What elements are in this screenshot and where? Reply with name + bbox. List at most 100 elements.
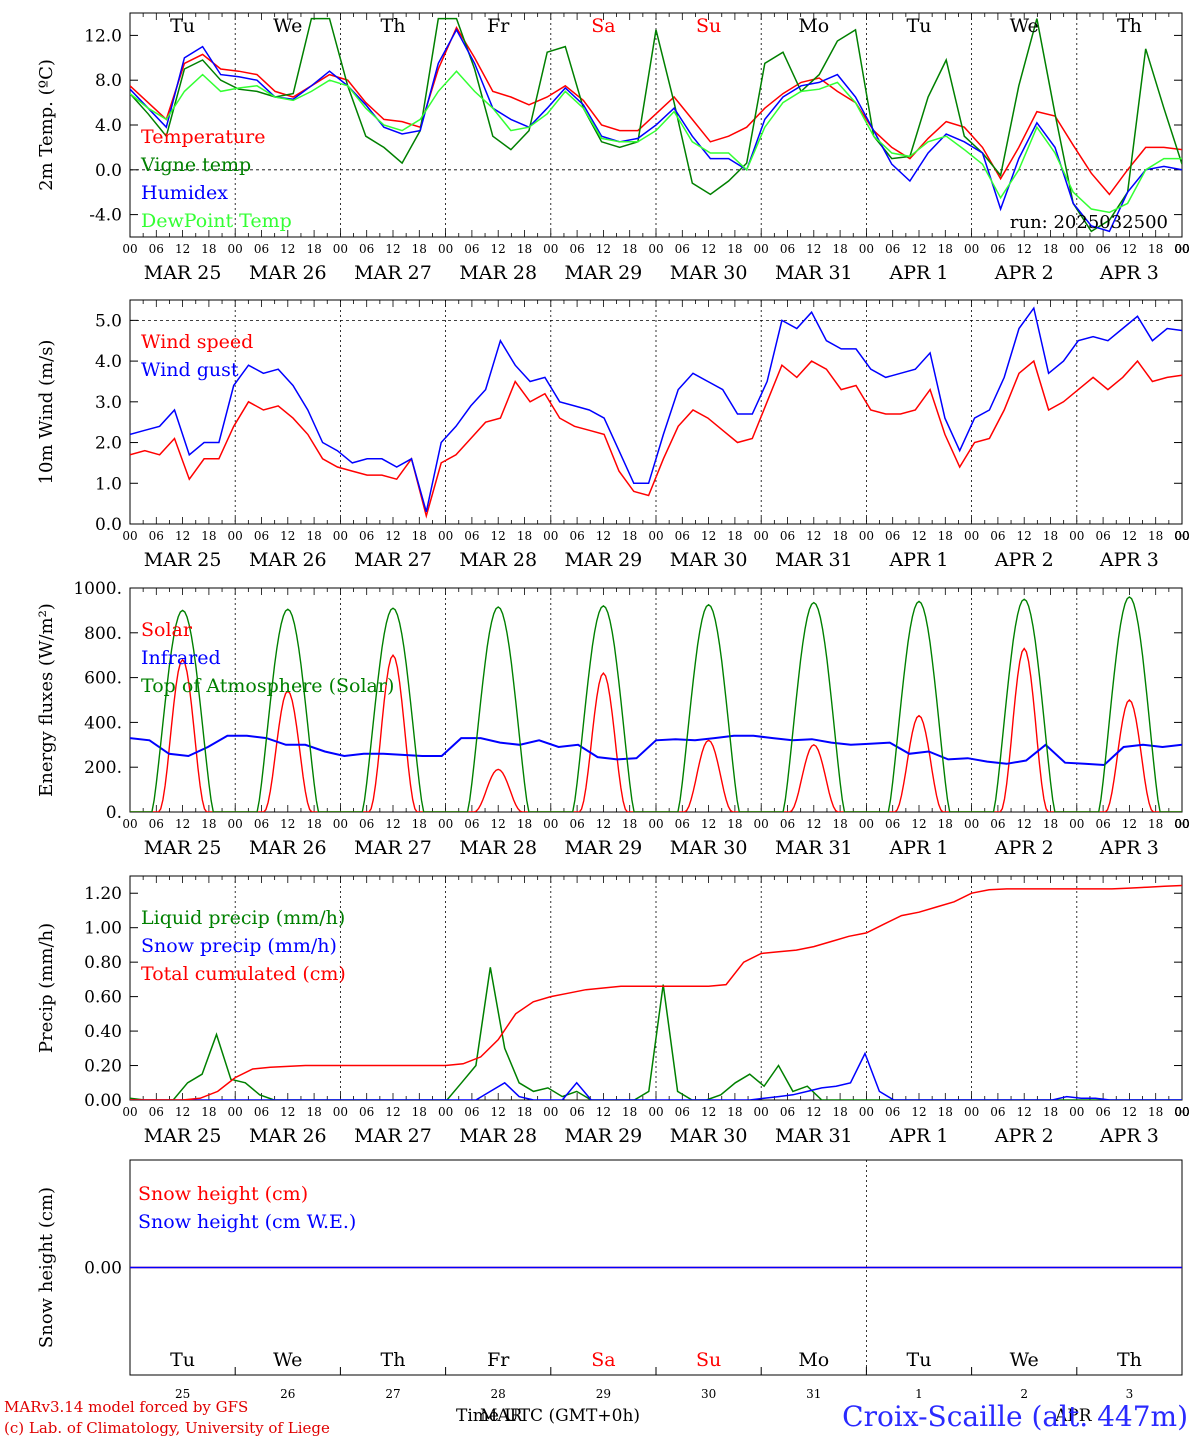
hour-tick-label: 18 <box>306 529 321 543</box>
y-tick-label: 4.0 <box>95 116 122 136</box>
hour-tick-label: 18 <box>1148 1105 1163 1119</box>
hour-tick-label: 18 <box>1148 817 1163 831</box>
hour-tick-label: 18 <box>412 1105 427 1119</box>
hour-tick-label: 12 <box>1017 529 1032 543</box>
date-label: MAR 26 <box>249 1125 327 1147</box>
hour-tick-label: 12 <box>491 529 506 543</box>
hour-tick-label: 06 <box>359 817 374 831</box>
date-label: MAR 27 <box>354 1125 432 1147</box>
hour-tick-label: 12 <box>280 529 295 543</box>
hour-tick-label: 12 <box>175 242 190 256</box>
y-tick-label: 0.40 <box>84 1022 122 1042</box>
hour-tick-label: 06 <box>675 1105 690 1119</box>
hour-tick-label: 18 <box>622 817 637 831</box>
hour-tick-label: 06 <box>254 529 269 543</box>
month-label-mar: MAR <box>480 1406 523 1426</box>
hour-tick-label: 00 <box>1174 817 1189 831</box>
hour-tick-label: 00 <box>122 529 137 543</box>
date-label: MAR 25 <box>144 549 222 571</box>
hour-tick-label: 00 <box>754 529 769 543</box>
hour-tick-label: 18 <box>622 529 637 543</box>
legend-entry: Wind speed <box>141 331 253 353</box>
weekday-label: Th <box>381 15 406 37</box>
day-number-label: 3 <box>1126 1387 1134 1401</box>
series-line <box>130 28 1182 233</box>
date-label: APR 1 <box>889 1125 949 1147</box>
hour-tick-label: 06 <box>359 242 374 256</box>
model-credit: MARv3.14 model forced by GFS <box>4 1398 249 1416</box>
y-tick-label: 3.0 <box>95 393 122 413</box>
date-label: MAR 29 <box>565 1125 643 1147</box>
weekday-label: Th <box>381 1349 406 1371</box>
hour-tick-label: 00 <box>228 242 243 256</box>
hour-tick-label: 12 <box>1017 817 1032 831</box>
hour-tick-label: 00 <box>1174 1105 1189 1119</box>
hour-tick-label: 12 <box>806 1105 821 1119</box>
hour-tick-label: 12 <box>385 242 400 256</box>
hour-tick-label: 00 <box>1174 529 1189 543</box>
date-label: MAR 30 <box>670 549 748 571</box>
weekday-label: Sa <box>591 15 615 37</box>
hour-tick-label: 12 <box>385 529 400 543</box>
hour-tick-label: 18 <box>832 1105 847 1119</box>
hour-tick-label: 00 <box>333 529 348 543</box>
hour-tick-label: 06 <box>254 1105 269 1119</box>
hour-tick-label: 00 <box>1174 817 1189 831</box>
hour-tick-label: 18 <box>201 1105 216 1119</box>
hour-tick-label: 12 <box>806 529 821 543</box>
y-tick-label: 0.0 <box>95 161 122 181</box>
hour-tick-label: 18 <box>306 1105 321 1119</box>
weekday-label: Tu <box>907 15 932 37</box>
weekday-label: Th <box>1117 1349 1142 1371</box>
series-line <box>130 884 1182 1100</box>
hour-tick-label: 12 <box>385 1105 400 1119</box>
hour-tick-label: 00 <box>964 242 979 256</box>
month-label-apr: APR <box>1055 1406 1092 1426</box>
date-label: MAR 28 <box>459 837 537 859</box>
day-number-label: 31 <box>806 1387 821 1401</box>
hour-tick-label: 00 <box>648 817 663 831</box>
day-number-label: 30 <box>701 1387 716 1401</box>
date-label: APR 3 <box>1099 1125 1159 1147</box>
hour-tick-label: 00 <box>1174 817 1189 831</box>
weekday-label: We <box>1010 1349 1039 1371</box>
hour-tick-label: 06 <box>254 817 269 831</box>
hour-tick-label: 18 <box>517 529 532 543</box>
y-tick-label: 5.0 <box>95 311 122 331</box>
hour-tick-label: 06 <box>569 1105 584 1119</box>
y-tick-label: 4.0 <box>95 352 122 372</box>
weekday-label: We <box>273 15 302 37</box>
hour-tick-label: 00 <box>1174 1105 1189 1119</box>
hour-tick-label: 06 <box>1095 242 1110 256</box>
y-tick-label: 200. <box>84 758 122 778</box>
y-tick-label: 0.20 <box>84 1057 122 1077</box>
hour-tick-label: 00 <box>543 529 558 543</box>
hour-tick-label: 00 <box>1174 242 1189 256</box>
hour-tick-label: 06 <box>464 817 479 831</box>
date-label: APR 2 <box>994 262 1054 284</box>
hour-tick-label: 06 <box>149 817 164 831</box>
day-number-label: 26 <box>280 1387 295 1401</box>
date-label: APR 3 <box>1099 837 1159 859</box>
weekday-label: Tu <box>170 15 195 37</box>
series-line <box>130 734 1182 767</box>
hour-tick-label: 06 <box>464 242 479 256</box>
date-label: MAR 28 <box>459 549 537 571</box>
series-line <box>130 596 1182 812</box>
hour-tick-label: 12 <box>911 242 926 256</box>
hour-tick-label: 18 <box>306 242 321 256</box>
lab-credit: (c) Lab. of Climatology, University of L… <box>4 1419 330 1437</box>
hour-tick-label: 18 <box>1148 529 1163 543</box>
hour-tick-label: 00 <box>543 242 558 256</box>
series-group <box>130 17 1182 233</box>
legend-entry: Temperature <box>141 126 265 148</box>
date-label: MAR 27 <box>354 549 432 571</box>
hour-tick-label: 06 <box>464 529 479 543</box>
hour-tick-label: 00 <box>1174 1105 1189 1119</box>
hour-tick-label: 12 <box>280 242 295 256</box>
series-group <box>130 596 1182 812</box>
hour-tick-label: 00 <box>1174 1105 1189 1119</box>
hour-tick-label: 18 <box>412 242 427 256</box>
hour-tick-label: 00 <box>438 242 453 256</box>
